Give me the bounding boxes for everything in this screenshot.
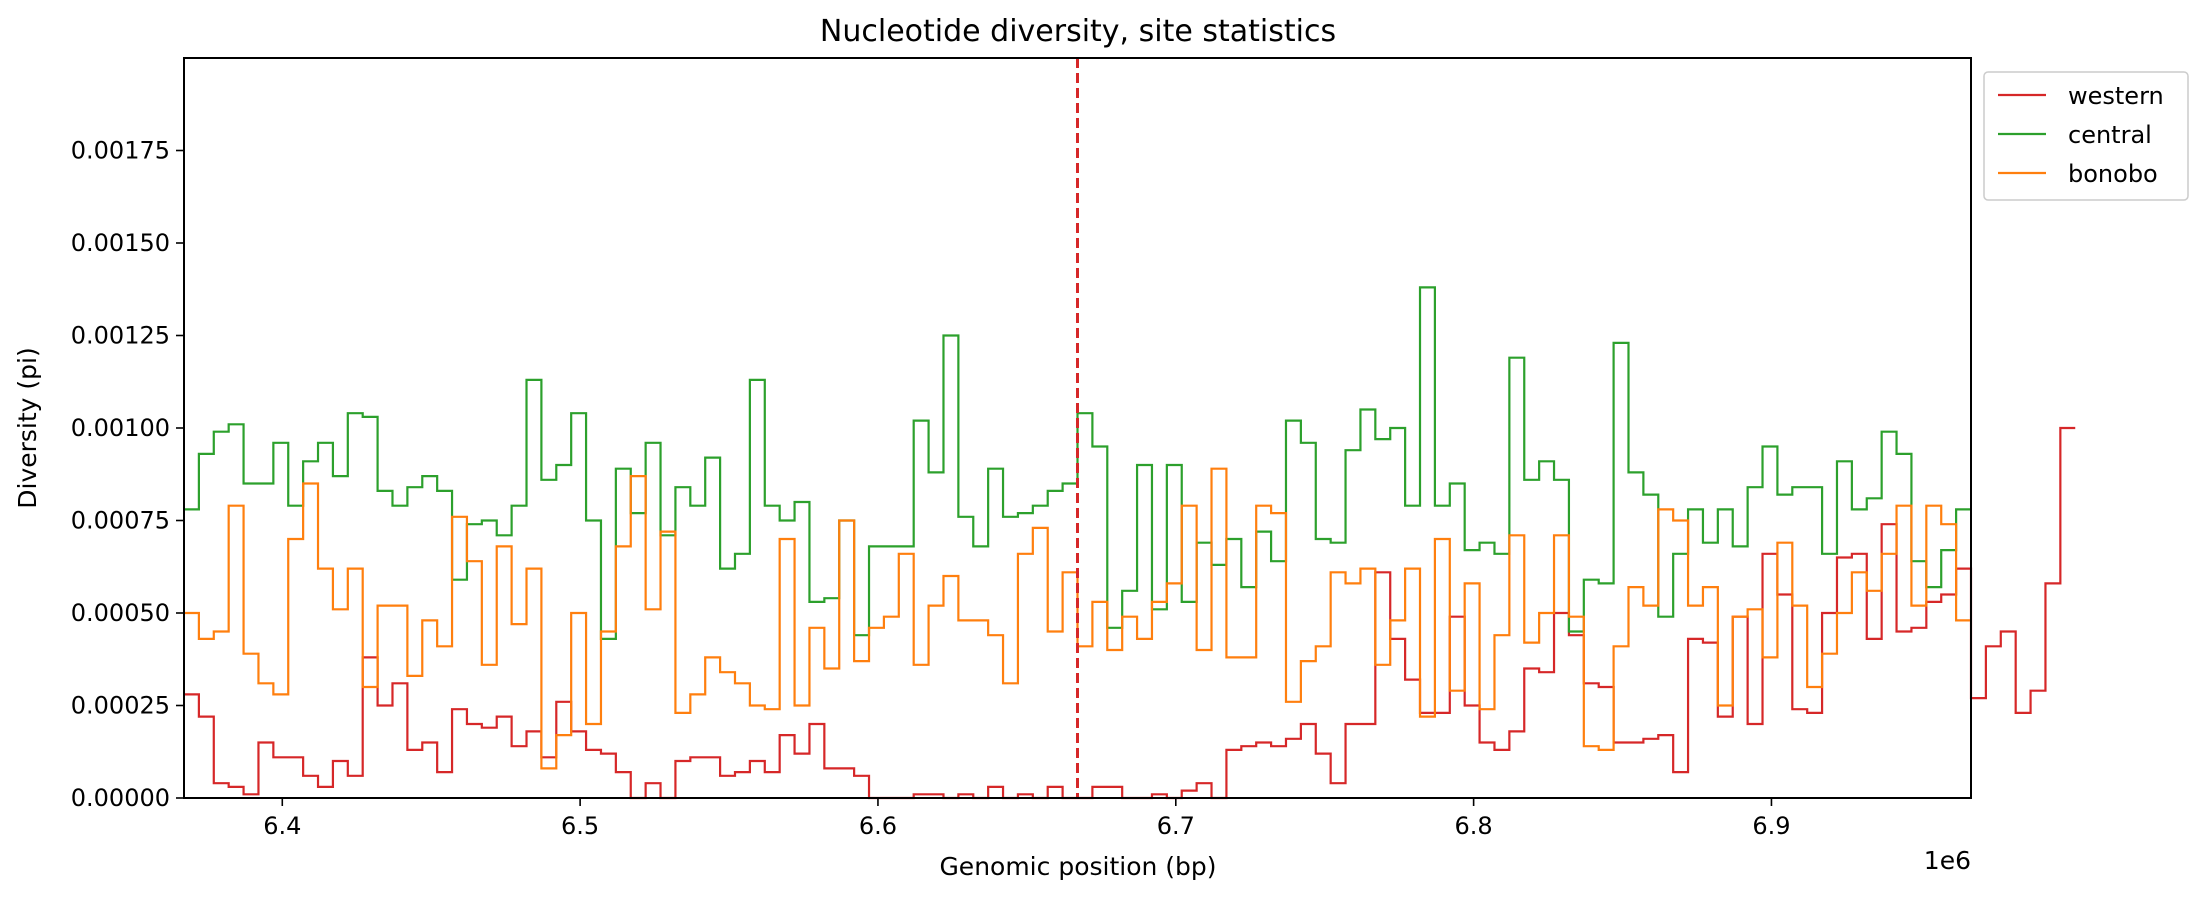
y-axis-ticks: 0.00000 0.00025 0.00050 0.00075 0.00100 0.001… xyxy=(71,137,184,812)
y-tick-label: 0.00125 xyxy=(71,322,170,350)
y-tick-label: 0.00100 xyxy=(71,414,170,442)
x-tick-label: 6.4 xyxy=(263,812,301,840)
y-axis-label: Diversity (pi) xyxy=(13,347,42,509)
x-tick-label: 6.6 xyxy=(859,812,897,840)
x-offset-label: 1e6 xyxy=(1924,846,1971,875)
y-tick-label: 0.00175 xyxy=(71,137,170,165)
y-tick-label: 0.00000 xyxy=(71,784,170,812)
x-tick-label: 6.8 xyxy=(1455,812,1493,840)
x-tick-label: 6.9 xyxy=(1752,812,1790,840)
y-tick-label: 0.00075 xyxy=(71,507,170,535)
chart-title: Nucleotide diversity, site statistics xyxy=(820,14,1336,49)
legend: western central bonobo xyxy=(1983,71,2189,201)
y-tick-label: 0.00150 xyxy=(71,229,170,257)
y-tick-label: 0.00050 xyxy=(71,599,170,627)
legend-label-western: western xyxy=(2068,82,2164,110)
x-tick-label: 6.7 xyxy=(1157,812,1195,840)
x-tick-label: 6.5 xyxy=(561,812,599,840)
series-line-western xyxy=(184,426,2076,800)
legend-frame xyxy=(1983,71,2189,201)
y-tick-label: 0.00025 xyxy=(71,692,170,720)
legend-label-central: central xyxy=(2068,121,2152,149)
series-line-central xyxy=(184,286,1971,640)
x-axis-ticks: 6.4 6.5 6.6 6.7 6.8 6.9 xyxy=(263,798,1791,840)
x-axis-label: Genomic position (bp) xyxy=(939,852,1216,881)
legend-label-bonobo: bonobo xyxy=(2068,160,2158,188)
